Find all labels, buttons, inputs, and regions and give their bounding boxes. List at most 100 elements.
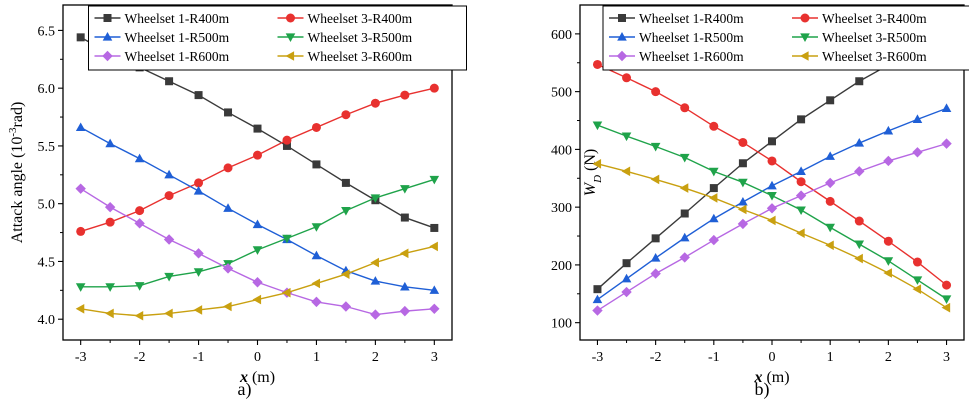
chart-a-data-point bbox=[224, 108, 233, 117]
chart-b-data-point bbox=[622, 259, 631, 268]
chart-b-data-point bbox=[854, 216, 864, 226]
chart-b-legend-entry-label: Wheelset 3-R600m bbox=[822, 49, 927, 64]
chart-a-data-point bbox=[75, 122, 86, 132]
chart-b-data-point bbox=[941, 103, 952, 112]
chart-b-legend-entry-label: Wheelset 3-R400m bbox=[822, 11, 927, 26]
chart-b-caption: b) bbox=[755, 379, 770, 400]
chart-a-data-point bbox=[252, 294, 262, 305]
chart-b-data-point bbox=[592, 159, 602, 169]
chart-b-data-point bbox=[796, 228, 805, 238]
chart-a-series-5 bbox=[75, 183, 440, 320]
chart-b-data-point bbox=[738, 159, 747, 168]
chart-b-data-point bbox=[912, 284, 922, 294]
chart-a-data-point bbox=[430, 223, 439, 232]
chart-a-x-tick-label: 0 bbox=[254, 350, 261, 365]
chart-a-y-tick-label: 6.5 bbox=[38, 24, 56, 39]
chart-b-data-point bbox=[737, 204, 747, 215]
chart-b-data-point bbox=[767, 192, 777, 201]
chart-a-data-point bbox=[193, 305, 203, 315]
chart-a-series-6 bbox=[75, 241, 438, 321]
chart-b-legend: Wheelset 1-R400m Wheelset 3-R400m Wheelset… bbox=[602, 5, 969, 71]
chart-b-data-point bbox=[621, 166, 631, 177]
chart-a-data-point bbox=[164, 191, 174, 201]
chart-b-data-point bbox=[854, 253, 863, 264]
chart-b-data-point bbox=[767, 180, 777, 190]
chart-a-data-point bbox=[429, 241, 438, 252]
chart-b-data-point bbox=[941, 138, 952, 149]
chart-a-data-point bbox=[253, 150, 262, 160]
chart-a-data-point bbox=[75, 304, 85, 314]
chart-a-data-point bbox=[312, 160, 321, 169]
chart-b-data-point bbox=[912, 147, 923, 158]
chart-a-data-point bbox=[253, 124, 262, 133]
chart-a-data-point bbox=[164, 169, 174, 179]
chart-b-data-point bbox=[941, 302, 951, 313]
chart-a-data-point bbox=[193, 268, 204, 277]
chart-a-data-point bbox=[282, 135, 292, 145]
chart-a-legend-entry-label: Wheelset 1-R400m bbox=[125, 11, 230, 26]
chart-b-data-point bbox=[855, 77, 864, 86]
chart-a-data-point bbox=[399, 305, 411, 317]
chart-a-data-point bbox=[163, 234, 175, 245]
chart-a-data-point bbox=[134, 282, 145, 291]
chart-a-legend-box bbox=[88, 5, 467, 71]
chart-b-series-5 bbox=[592, 138, 952, 316]
chart-b-data-point bbox=[708, 193, 718, 203]
chart-a-data-point bbox=[104, 201, 116, 213]
chart-b-series-4 bbox=[592, 121, 952, 304]
chart-a-legend-entry-label: Wheelset 3-R600m bbox=[308, 49, 413, 64]
chart-b-data-point bbox=[650, 268, 661, 279]
chart-a-data-point bbox=[223, 203, 233, 212]
chart-b-y-tick-label: 300 bbox=[551, 201, 572, 216]
chart-b-data-point bbox=[912, 276, 923, 285]
chart-a-data-point bbox=[164, 308, 173, 319]
chart-b-data-point bbox=[679, 183, 689, 193]
chart-a-data-point bbox=[105, 138, 115, 148]
chart-a-data-point bbox=[165, 77, 174, 86]
chart-b-y-tick-label: 500 bbox=[551, 86, 572, 101]
chart-b-data-point bbox=[942, 280, 952, 290]
chart-b-data-point bbox=[883, 155, 894, 167]
chart-b-series-2 bbox=[592, 59, 952, 290]
chart-b-data-point bbox=[593, 285, 602, 294]
chart-a-y-axis-tail: rad) bbox=[9, 102, 26, 128]
chart-a-data-point bbox=[311, 223, 322, 232]
chart-b-data-point bbox=[651, 234, 660, 243]
chart-b-data-point bbox=[651, 87, 661, 97]
chart-b-data-point bbox=[709, 167, 719, 177]
chart-a-data-point bbox=[370, 257, 379, 268]
chart-a-data-point bbox=[400, 185, 410, 194]
chart-b-data-point bbox=[622, 73, 632, 83]
chart-b-data-point bbox=[825, 223, 835, 233]
chart-a-data-point bbox=[194, 91, 203, 100]
chart-b-data-point bbox=[709, 184, 718, 193]
chart-a-legend-swatch-marker bbox=[102, 50, 113, 62]
chart-b-y-axis-var: W bbox=[582, 181, 599, 196]
chart-b-y-tick-label: 600 bbox=[551, 28, 572, 43]
chart-b-data-point bbox=[592, 121, 603, 131]
chart-a-data-point bbox=[429, 303, 440, 315]
chart-b-x-tick-label: -3 bbox=[592, 350, 604, 365]
chart-b-legend-entry-label: Wheelset 3-R500m bbox=[822, 30, 927, 45]
chart-a-data-point bbox=[370, 194, 381, 203]
chart-a-x-tick-label: -2 bbox=[134, 350, 146, 365]
chart-a-data-point bbox=[134, 218, 145, 229]
chart-a-data-point bbox=[76, 33, 85, 42]
chart-b-x-axis-var: x bbox=[753, 369, 762, 386]
chart-b-data-point bbox=[795, 190, 807, 201]
chart-a-data-point bbox=[429, 175, 440, 185]
chart-a-data-point bbox=[370, 98, 380, 108]
chart-b-data-point bbox=[883, 236, 893, 246]
chart-b-data-point bbox=[592, 294, 603, 304]
chart-a-legend-swatch-marker bbox=[103, 14, 112, 22]
chart-a-data-point bbox=[193, 185, 204, 195]
chart-a-x-tick-label: 2 bbox=[372, 350, 379, 365]
chart-a-y-tick-label: 4.0 bbox=[38, 313, 56, 328]
chart-a-data-point bbox=[400, 281, 410, 291]
chart-b-y-axis-label: WD (N) bbox=[582, 149, 604, 197]
chart-b-data-point bbox=[912, 257, 922, 267]
chart-b-y-tick-label: 100 bbox=[551, 317, 572, 332]
chart-b-data-point bbox=[737, 218, 749, 230]
chart-a-x-tick-label: 3 bbox=[431, 350, 438, 365]
chart-b-data-point bbox=[679, 153, 690, 163]
